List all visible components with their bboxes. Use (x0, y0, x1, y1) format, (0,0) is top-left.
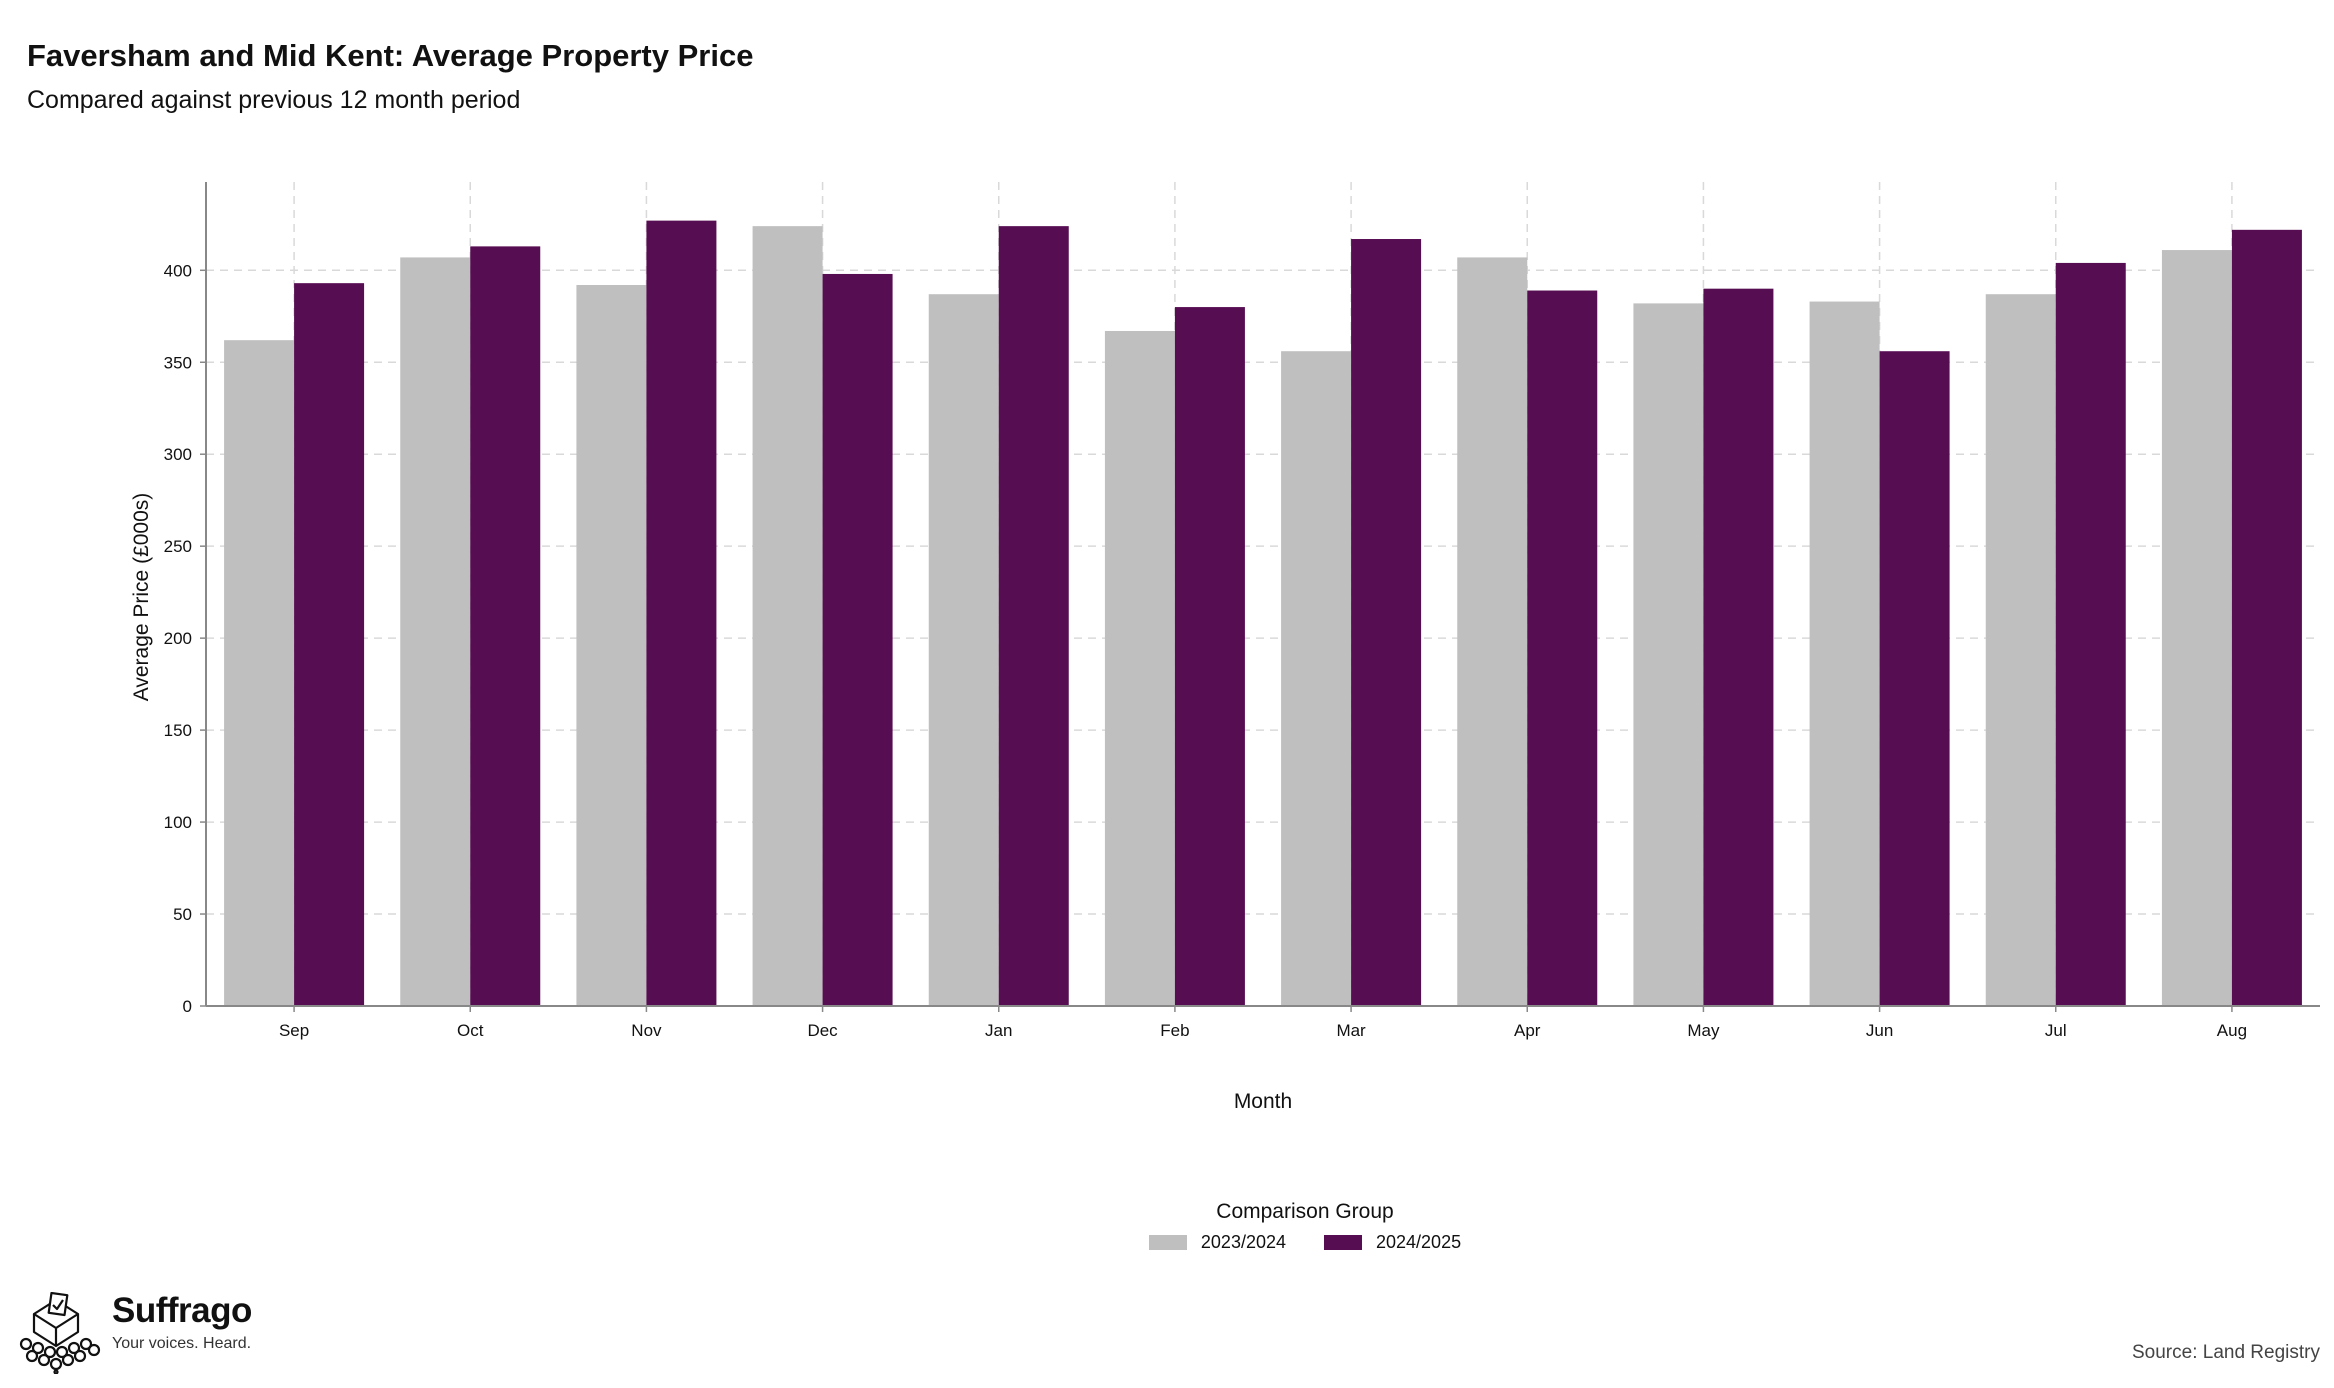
bar-prev-jun (1809, 301, 1880, 1006)
y-tick-label: 150 (164, 721, 192, 740)
legend-item-2024-2025: 2024/2025 (1324, 1232, 1461, 1253)
x-tick-label: Sep (279, 1021, 309, 1040)
legend-title: Comparison Group (1216, 1200, 1394, 1223)
brand-block: Suffrago Your voices. Heard. (14, 1291, 252, 1374)
y-tick-label: 50 (173, 905, 192, 924)
bar-curr-mar (1351, 239, 1422, 1007)
bar-curr-dec (822, 273, 893, 1006)
bar-curr-jul (2055, 262, 2126, 1006)
axes: 0 50 100 150 200 250 300 350 400 Sep Oct Nov Dec Jan F… (164, 182, 2320, 1040)
bar-curr-nov (646, 220, 717, 1006)
chart-title: Faversham and Mid Kent: Average Property… (27, 38, 754, 73)
x-tick-label: May (1687, 1021, 1720, 1040)
bar-curr-feb (1174, 307, 1245, 1007)
bar-prev-mar (1281, 351, 1352, 1006)
legend-swatch-grey (1148, 1235, 1187, 1250)
bar-prev-dec (752, 226, 823, 1007)
legend: Comparison Group 2023/2024 2024/2025 (1080, 1200, 1530, 1253)
bar-curr-may (1703, 288, 1774, 1006)
y-tick-label: 200 (164, 629, 192, 648)
bar-prev-sep (224, 340, 295, 1006)
x-tick-label: Jul (2045, 1021, 2067, 1040)
legend-swatch-purple (1324, 1235, 1362, 1250)
bar-chart: 0 50 100 150 200 250 300 350 400 Sep Oct Nov Dec Jan F… (130, 182, 2320, 1113)
bar-curr-oct (470, 246, 541, 1006)
bar-prev-jul (1985, 294, 2056, 1007)
x-tick-label: Oct (457, 1021, 484, 1040)
brand-tagline: Your voices. Heard. (112, 1334, 252, 1352)
y-tick-label: 400 (164, 261, 192, 280)
ballot-box-crowd-icon (19, 1292, 101, 1374)
brand-name: Suffrago (112, 1291, 252, 1330)
x-axis-title: Month (1234, 1090, 1292, 1113)
bar-curr-jan (998, 226, 1069, 1007)
source-note: Source: Land Registry (2132, 1342, 2320, 1363)
x-tick-label: Nov (631, 1021, 662, 1040)
x-tick-label: Apr (1514, 1021, 1541, 1040)
bar-curr-sep (294, 283, 365, 1006)
bars (224, 220, 2302, 1007)
x-tick-label: Aug (2217, 1021, 2247, 1040)
legend-label: 2023/2024 (1200, 1232, 1286, 1252)
y-tick-label: 100 (164, 813, 192, 832)
x-tick-label: Mar (1336, 1021, 1366, 1040)
y-axis-title: Average Price (£000s) (130, 493, 153, 702)
x-tick-label: Jun (1866, 1021, 1893, 1040)
bar-prev-feb (1104, 330, 1175, 1006)
chart-subtitle: Compared against previous 12 month perio… (27, 86, 521, 114)
x-tick-label: Jan (985, 1021, 1012, 1040)
bar-curr-aug (2231, 229, 2302, 1007)
y-tick-label: 250 (164, 537, 192, 556)
bar-curr-apr (1527, 290, 1598, 1007)
bar-prev-apr (1457, 257, 1528, 1006)
y-tick-label: 300 (164, 445, 192, 464)
bar-prev-aug (2161, 250, 2232, 1006)
bar-curr-jun (1879, 351, 1950, 1006)
x-tick-label: Dec (807, 1021, 838, 1040)
y-tick-label: 0 (183, 997, 192, 1016)
bar-prev-nov (576, 285, 647, 1006)
legend-item-2023-2024: 2023/2024 (1148, 1232, 1286, 1253)
legend-label: 2024/2025 (1376, 1232, 1462, 1252)
x-tick-label: Feb (1160, 1021, 1189, 1040)
bar-prev-jan (928, 294, 999, 1007)
bar-prev-oct (400, 257, 471, 1006)
y-tick-label: 350 (164, 353, 192, 372)
bar-prev-may (1633, 303, 1704, 1007)
